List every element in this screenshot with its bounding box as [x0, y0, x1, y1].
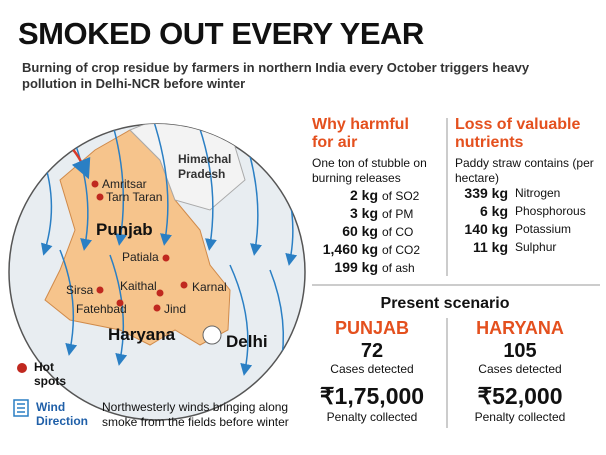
amount: 2 kg: [349, 187, 378, 203]
penalty-label: Penalty collected: [326, 410, 418, 424]
state-name: PUNJAB: [334, 318, 410, 338]
city-label: Kaithal: [120, 279, 157, 293]
map-label: Delhi: [226, 332, 268, 351]
map-label: Punjab: [96, 220, 153, 239]
delhi-area: [202, 325, 222, 345]
legend-label: Hot spots: [34, 360, 67, 388]
amount: 199 kg: [334, 259, 378, 275]
amount-label: Phosphorous: [515, 204, 586, 218]
amount: 3 kg: [349, 205, 378, 221]
scenario-title: Present scenario: [380, 295, 510, 312]
cases: 72: [360, 340, 384, 362]
amount-label: of SO2: [382, 189, 420, 203]
amount-label: of CO2: [382, 243, 421, 257]
map-label: Haryana: [108, 325, 176, 344]
map-label: Himachal Pradesh: [178, 152, 232, 181]
section-intro: One ton of stubble on burning releases: [312, 156, 427, 185]
amount: 339 kg: [464, 185, 508, 201]
legend-wind: [13, 399, 29, 417]
amount: 6 kg: [479, 203, 508, 219]
cases: 105: [503, 340, 537, 362]
city-label: Tarn Taran: [106, 190, 163, 204]
city-label: Sirsa: [66, 283, 94, 297]
penalty: ₹52,000: [477, 383, 563, 409]
section-title: Loss of valuable nutrients: [455, 116, 581, 151]
amount-label: Nitrogen: [515, 186, 561, 200]
subtitle: Burning of crop residue by farmers in no…: [22, 60, 530, 91]
city-label: Fatehbad: [76, 302, 127, 316]
amount-label: Potassium: [515, 222, 572, 236]
amount-label: of CO: [382, 225, 414, 239]
india-inset: [20, 124, 62, 170]
penalty-label: Penalty collected: [474, 410, 566, 424]
legend-label: Wind Direction: [36, 400, 89, 428]
city-label: Patiala: [122, 250, 159, 264]
amount-label: of PM: [382, 207, 414, 221]
city-label: Amritsar: [102, 177, 147, 191]
amount-label: Sulphur: [515, 240, 557, 254]
state-name: HARYANA: [476, 318, 564, 338]
amount: 1,460 kg: [322, 241, 378, 257]
section-title: Why harmful for air: [312, 116, 409, 151]
amount: 11 kg: [472, 239, 508, 255]
cases-label: Cases detected: [330, 362, 414, 376]
city-label: Jind: [164, 302, 187, 316]
amount: 60 kg: [342, 223, 378, 239]
penalty: ₹1,75,000: [319, 383, 425, 409]
city-label: Karnal: [192, 280, 227, 294]
hot-spots: [91, 180, 188, 312]
section-intro: Paddy straw contains (per hectare): [455, 156, 594, 185]
cases-label: Cases detected: [478, 362, 562, 376]
legend-dot: [17, 363, 27, 373]
amount: 140 kg: [464, 221, 508, 237]
title: SMOKED OUT EVERY YEAR: [18, 16, 424, 51]
amount-label: of ash: [382, 261, 415, 275]
legend-note: Northwesterly winds bringing along smoke…: [102, 400, 289, 429]
